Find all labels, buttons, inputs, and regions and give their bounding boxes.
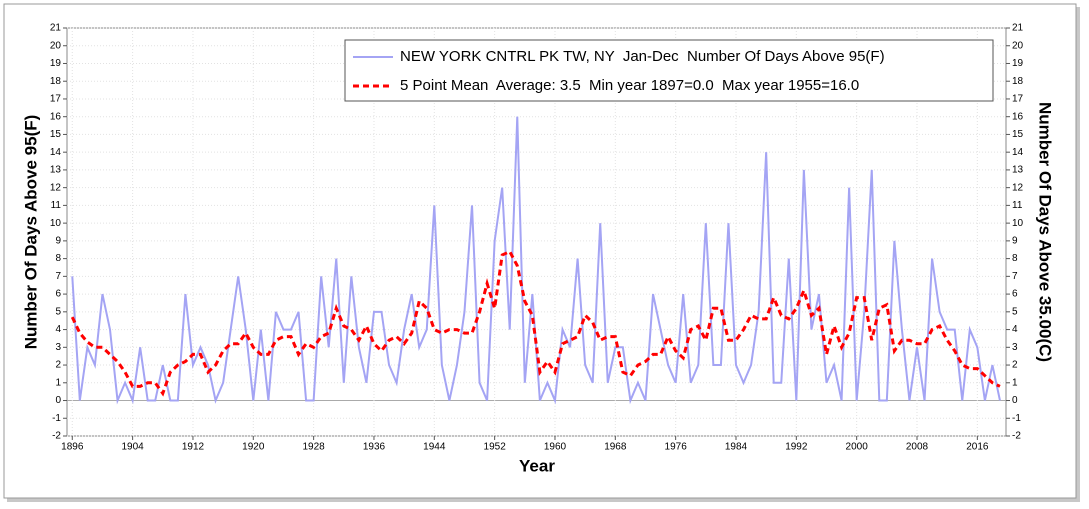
y2-tick-label: -2 [1012,431,1021,442]
x-tick-label: 1976 [665,442,688,453]
y-tick-label: 21 [50,23,62,34]
y2-tick-label: 6 [1012,289,1018,300]
y2-tick-label: 4 [1012,324,1018,335]
y-tick-label: 0 [55,395,61,406]
x-tick-label: 2000 [846,442,869,453]
x-tick-label: 1936 [363,442,386,453]
series-line [70,249,1001,397]
y-tick-label: 19 [50,58,62,69]
y-tick-label: -2 [52,431,61,442]
y-tick-label: 3 [55,342,61,353]
y2-tick-label: 14 [1012,147,1024,158]
x-tick-label: 1960 [544,442,567,453]
y2-tick-label: 17 [1012,94,1024,105]
y2-tick-label: 18 [1012,76,1024,87]
x-tick-label: 1904 [121,442,144,453]
y-tick-label: 1 [55,377,61,388]
y2-tick-label: 1 [1012,377,1018,388]
x-tick-label: 1984 [725,442,748,453]
y-tick-label: 8 [55,253,61,264]
y-tick-label: -1 [52,413,61,424]
y2-tick-label: 5 [1012,306,1018,317]
x-tick-label: 1928 [303,442,326,453]
y-tick-label: 12 [50,182,62,193]
y2-tick-label: 3 [1012,342,1018,353]
y2-tick-label: 9 [1012,236,1018,247]
x-tick-label: 1912 [182,442,205,453]
y2-tick-label: 7 [1012,271,1018,282]
y-tick-label: 4 [55,324,61,335]
legend-box [344,39,994,102]
y-tick-label: 2 [55,360,61,371]
y2-tick-label: 0 [1012,395,1018,406]
x-tick-label: 1992 [785,442,808,453]
x-tick-label: 2016 [966,442,989,453]
legend-label: NEW YORK CNTRL PK TW, NY Jan-Dec Number … [400,48,885,65]
x-tick-label: 1896 [61,442,84,453]
y-tick-label: 10 [50,218,62,229]
y-tick-label: 6 [55,289,61,300]
y-tick-label: 9 [55,236,61,247]
y-tick-label: 18 [50,76,62,87]
y2-tick-label: 13 [1012,165,1024,176]
y2-axis-label: Number Of Days Above 35.00(C) [1036,102,1055,362]
y2-tick-label: 21 [1012,23,1024,34]
y-tick-label: 15 [50,129,62,140]
y2-tick-label: 2 [1012,360,1018,371]
y2-tick-label: 16 [1012,111,1024,122]
y-tick-label: 14 [50,147,62,158]
y2-tick-label: 15 [1012,129,1024,140]
y-axis-label: Number Of Days Above 95(F) [21,115,40,350]
y-tick-label: 20 [50,40,62,51]
x-tick-label: 1920 [242,442,265,453]
y2-tick-label: 10 [1012,218,1024,229]
y-tick-label: 13 [50,165,62,176]
y2-tick-label: 19 [1012,58,1024,69]
x-tick-label: 2008 [906,442,929,453]
x-tick-label: 1968 [604,442,627,453]
y-tick-label: 17 [50,94,62,105]
y2-tick-label: 8 [1012,253,1018,264]
legend-label: 5 Point Mean Average: 3.5 Min year 1897=… [400,77,859,94]
y-tick-label: 7 [55,271,61,282]
x-tick-label: 1952 [484,442,507,453]
y2-tick-label: 11 [1012,200,1023,211]
y2-tick-label: 12 [1012,182,1024,193]
x-tick-label: 1944 [423,442,446,453]
y-tick-label: 11 [51,200,62,211]
y2-tick-label: 20 [1012,40,1024,51]
y2-tick-label: -1 [1012,413,1021,424]
y-tick-label: 16 [50,111,62,122]
x-axis-label: Year [519,456,555,475]
y-tick-label: 5 [55,306,61,317]
series-line [71,116,1001,405]
